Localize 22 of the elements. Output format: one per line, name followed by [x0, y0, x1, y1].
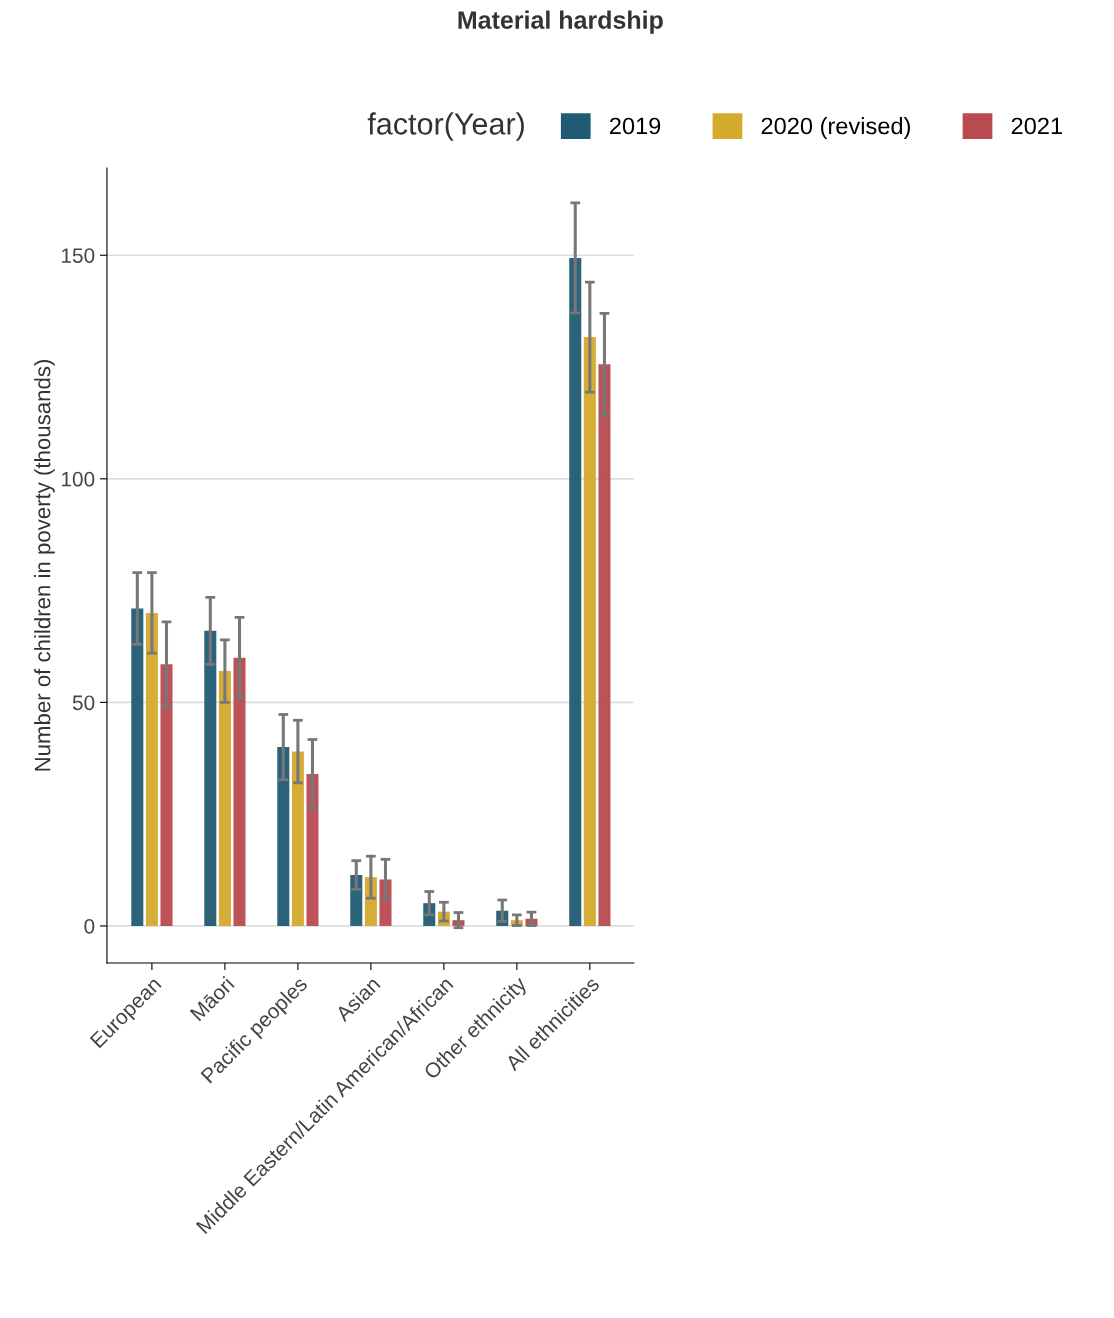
y-tick-label: 100: [61, 471, 95, 487]
legend-title: factor(Year): [367, 112, 524, 141]
bar: [306, 773, 319, 926]
bar: [598, 364, 611, 926]
y-axis-title: Number of children in poverty (thousands): [34, 360, 55, 771]
bar: [131, 608, 144, 926]
bar: [277, 747, 290, 926]
y-tick-label: 0: [84, 918, 95, 934]
bar: [233, 657, 246, 926]
chart-title: Material hardship: [458, 10, 663, 34]
legend-label: 2019: [610, 117, 661, 135]
legend-label: 2021: [1011, 117, 1062, 135]
bar: [569, 257, 582, 926]
bar: [583, 337, 596, 926]
bar: [218, 671, 231, 926]
bar: [160, 664, 173, 926]
legend-label: 2020 (revised): [761, 117, 910, 139]
bar: [204, 630, 217, 926]
y-tick-label: 50: [72, 695, 95, 711]
y-tick-label: 150: [61, 248, 95, 263]
bar: [145, 612, 158, 926]
bar: [291, 751, 304, 926]
